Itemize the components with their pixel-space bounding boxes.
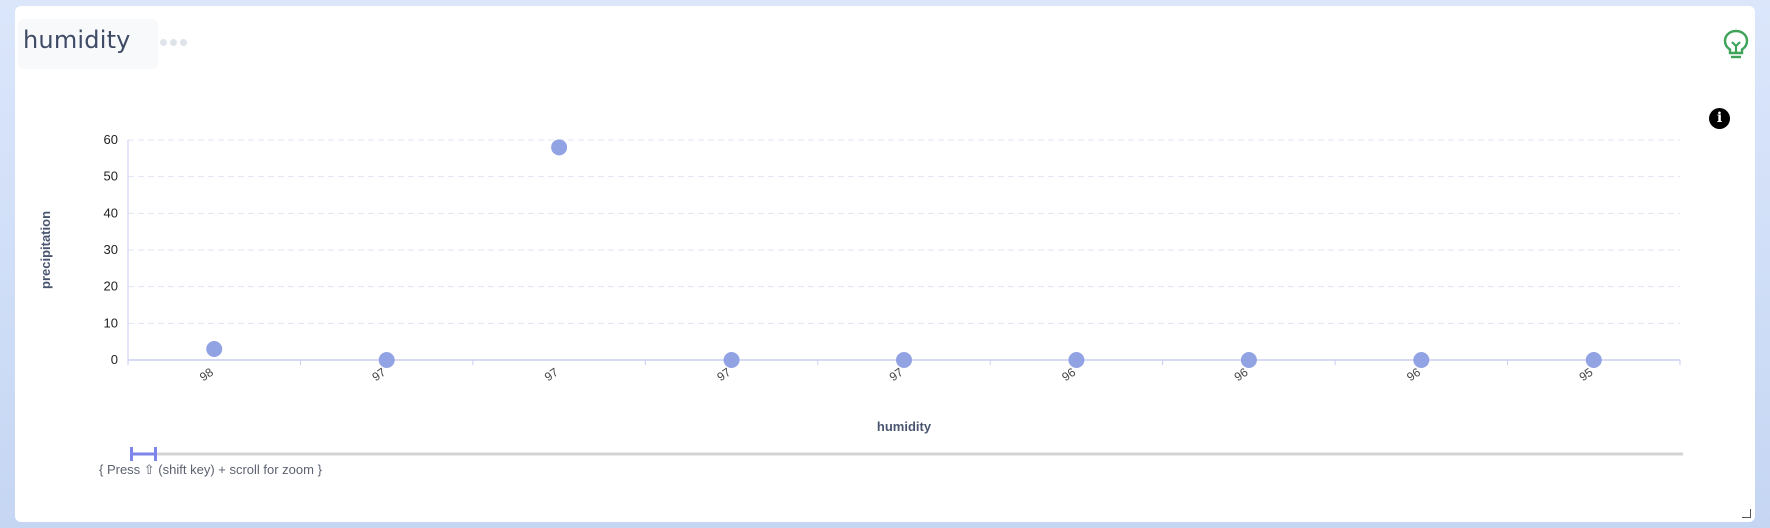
data-point[interactable]: [723, 352, 740, 368]
y-tick-label: 0: [111, 352, 118, 367]
data-point[interactable]: [1068, 352, 1085, 368]
y-tick-label: 50: [104, 169, 118, 184]
zoom-handle-right: [154, 447, 157, 461]
data-point[interactable]: [1240, 352, 1257, 368]
x-tick-label: 97: [542, 365, 561, 384]
data-point[interactable]: [896, 352, 912, 368]
more-dots-icon[interactable]: [160, 39, 187, 46]
y-tick-label: 30: [104, 242, 118, 257]
zoom-hint: { Press ⇧ (shift key) + scroll for zoom …: [99, 462, 322, 477]
data-point[interactable]: [206, 341, 223, 357]
title-box[interactable]: [18, 19, 158, 69]
x-tick-labels: 98 97 97 97 97 96 96 96 95: [197, 365, 1596, 384]
resize-handle[interactable]: [1742, 509, 1751, 518]
data-point[interactable]: [551, 139, 568, 156]
zoom-handle-left: [130, 447, 133, 461]
y-tick-label: 10: [104, 315, 118, 330]
chart-title[interactable]: humidity: [23, 26, 131, 54]
data-point[interactable]: [378, 352, 395, 368]
y-tick-label: 60: [104, 132, 118, 147]
lightbulb-icon[interactable]: [1722, 28, 1750, 62]
data-points: [206, 139, 1602, 368]
data-point[interactable]: [1413, 352, 1430, 368]
data-point[interactable]: [1585, 352, 1602, 368]
zoom-slider[interactable]: [130, 447, 1683, 461]
y-tick-labels: 0 10 20 30 40 50 60: [104, 132, 118, 367]
y-tick-label: 40: [104, 205, 118, 220]
y-tick-label: 20: [104, 279, 118, 294]
info-icon[interactable]: i: [1709, 108, 1730, 129]
grid-lines: [127, 139, 1681, 365]
x-tick-label: 98: [197, 365, 216, 384]
x-axis-label: humidity: [877, 419, 932, 434]
chart-card: [15, 6, 1755, 522]
y-axis-label: precipitation: [38, 211, 53, 289]
